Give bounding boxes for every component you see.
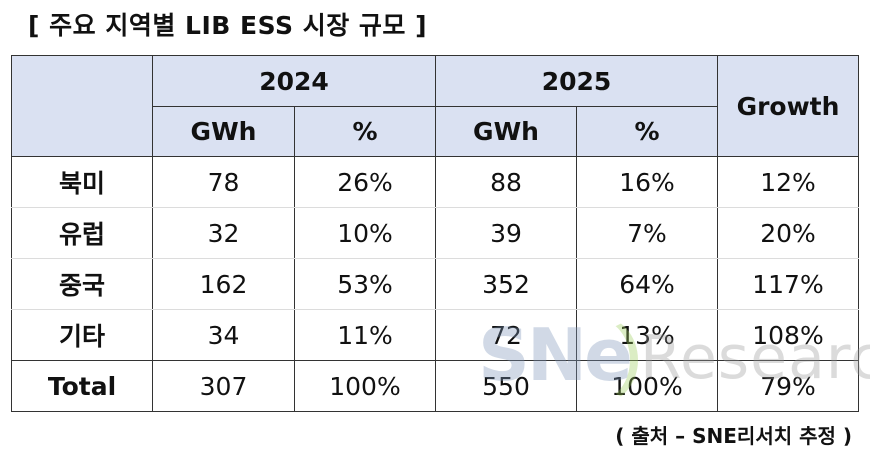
growth-total: 79% [717, 360, 859, 412]
region-label: 유럽 [11, 207, 153, 259]
gwh-2024-cell: 162 [152, 258, 295, 310]
pct-2025-cell: 64% [576, 258, 718, 310]
gwh-2024-cell: 32 [152, 207, 295, 259]
pct-2024-cell: 11% [294, 309, 436, 361]
gwh-2024-cell: 78 [152, 156, 295, 208]
source-note: ( 출처 – SNE리서치 추정 ) [615, 424, 852, 448]
pct-2025-cell: 16% [576, 156, 718, 208]
growth-cell: 20% [717, 207, 859, 259]
header-gwh-2025: GWh [435, 106, 577, 157]
region-label: 중국 [11, 258, 153, 310]
pct-2025-total: 100% [576, 360, 718, 412]
pct-2025-cell: 13% [576, 309, 718, 361]
table-row: 기타 34 11% 72 13% 108% [11, 309, 859, 361]
table-row: 중국 162 53% 352 64% 117% [11, 258, 859, 310]
gwh-2025-cell: 88 [435, 156, 577, 208]
table-row: 유럽 32 10% 39 7% 20% [11, 207, 859, 259]
gwh-2024-cell: 34 [152, 309, 295, 361]
pct-2024-cell: 53% [294, 258, 436, 310]
header-year-2024: 2024 [152, 55, 436, 107]
header-pct-2025: % [576, 106, 718, 157]
region-label: 북미 [11, 156, 153, 208]
region-label: 기타 [11, 309, 153, 361]
pct-2025-cell: 7% [576, 207, 718, 259]
growth-cell: 117% [717, 258, 859, 310]
pct-2024-total: 100% [294, 360, 436, 412]
ess-market-table: 2024 2025 Growth GWh % GWh % 북미 78 26% 8… [11, 55, 859, 412]
pct-2024-cell: 10% [294, 207, 436, 259]
total-row: Total 307 100% 550 100% 79% [11, 360, 859, 412]
header-gwh-2024: GWh [152, 106, 295, 157]
gwh-2025-cell: 352 [435, 258, 577, 310]
table-row: 북미 78 26% 88 16% 12% [11, 156, 859, 208]
gwh-2025-total: 550 [435, 360, 577, 412]
header-pct-2024: % [294, 106, 436, 157]
header-growth: Growth [717, 55, 859, 157]
header-year-2025: 2025 [435, 55, 718, 107]
total-label: Total [11, 360, 153, 412]
page-title: [ 주요 지역별 LIB ESS 시장 규모 ] [28, 11, 428, 40]
growth-cell: 108% [717, 309, 859, 361]
gwh-2025-cell: 39 [435, 207, 577, 259]
growth-cell: 12% [717, 156, 859, 208]
gwh-2025-cell: 72 [435, 309, 577, 361]
header-corner-cell [11, 55, 153, 157]
pct-2024-cell: 26% [294, 156, 436, 208]
gwh-2024-total: 307 [152, 360, 295, 412]
